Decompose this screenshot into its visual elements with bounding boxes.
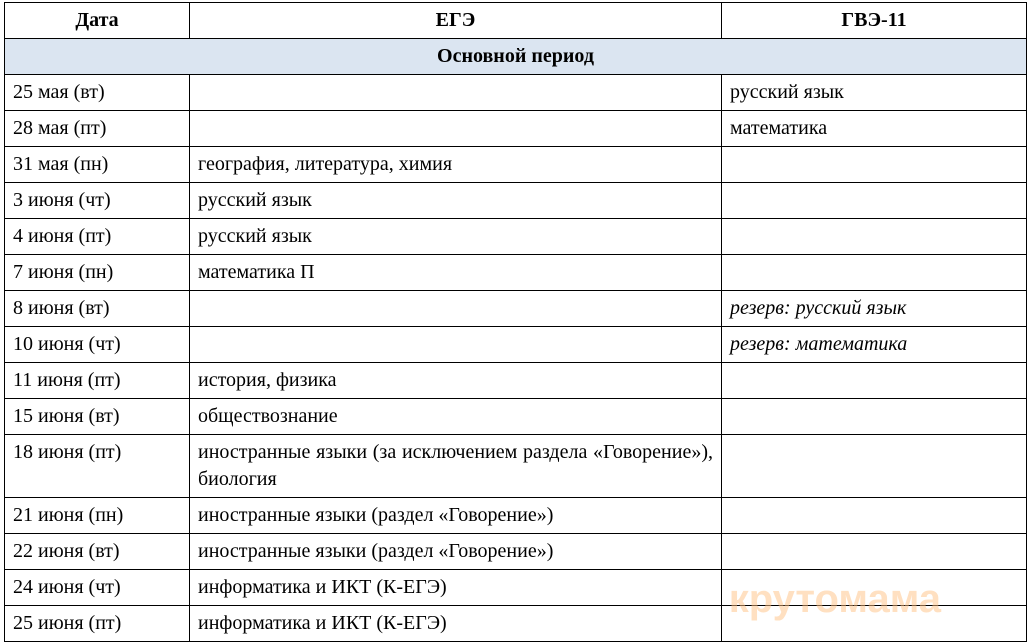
cell-gve: резерв: математика bbox=[722, 327, 1027, 363]
table-row: 24 июня (чт)информатика и ИКТ (К-ЕГЭ) bbox=[5, 570, 1027, 606]
cell-ege bbox=[190, 327, 722, 363]
cell-gve: русский язык bbox=[722, 75, 1027, 111]
cell-gve bbox=[722, 570, 1027, 606]
cell-date: 10 июня (чт) bbox=[5, 327, 190, 363]
exam-schedule-table: Дата ЕГЭ ГВЭ-11 Основной период 25 мая (… bbox=[4, 2, 1027, 642]
cell-date: 22 июня (вт) bbox=[5, 534, 190, 570]
table-row: 3 июня (чт)русский язык bbox=[5, 183, 1027, 219]
cell-date: 11 июня (пт) bbox=[5, 363, 190, 399]
cell-ege bbox=[190, 75, 722, 111]
cell-date: 7 июня (пн) bbox=[5, 255, 190, 291]
table-row: 22 июня (вт)иностранные языки (раздел «Г… bbox=[5, 534, 1027, 570]
table-row: 21 июня (пн)иностранные языки (раздел «Г… bbox=[5, 498, 1027, 534]
cell-gve bbox=[722, 435, 1027, 498]
cell-gve bbox=[722, 399, 1027, 435]
cell-ege: русский язык bbox=[190, 219, 722, 255]
header-gve: ГВЭ-11 bbox=[722, 3, 1027, 39]
table-row: 18 июня (пт)иностранные языки (за исключ… bbox=[5, 435, 1027, 498]
cell-ege: история, физика bbox=[190, 363, 722, 399]
cell-date: 31 мая (пн) bbox=[5, 147, 190, 183]
section-header-row: Основной период bbox=[5, 39, 1027, 75]
cell-date: 24 июня (чт) bbox=[5, 570, 190, 606]
cell-ege: география, литература, химия bbox=[190, 147, 722, 183]
cell-ege bbox=[190, 291, 722, 327]
table-row: 4 июня (пт)русский язык bbox=[5, 219, 1027, 255]
cell-gve bbox=[722, 498, 1027, 534]
table-row: 15 июня (вт)обществознание bbox=[5, 399, 1027, 435]
cell-date: 4 июня (пт) bbox=[5, 219, 190, 255]
cell-gve bbox=[722, 534, 1027, 570]
cell-ege: информатика и ИКТ (К-ЕГЭ) bbox=[190, 570, 722, 606]
cell-date: 3 июня (чт) bbox=[5, 183, 190, 219]
table-row: 31 мая (пн)география, литература, химия bbox=[5, 147, 1027, 183]
cell-gve bbox=[722, 219, 1027, 255]
header-date: Дата bbox=[5, 3, 190, 39]
cell-ege: обществознание bbox=[190, 399, 722, 435]
cell-date: 18 июня (пт) bbox=[5, 435, 190, 498]
cell-gve bbox=[722, 147, 1027, 183]
table-row: 25 мая (вт) русский язык bbox=[5, 75, 1027, 111]
table-row: 10 июня (чт) резерв: математика bbox=[5, 327, 1027, 363]
cell-ege bbox=[190, 111, 722, 147]
header-ege: ЕГЭ bbox=[190, 3, 722, 39]
cell-date: 8 июня (вт) bbox=[5, 291, 190, 327]
cell-gve: математика bbox=[722, 111, 1027, 147]
cell-gve: резерв: русский язык bbox=[722, 291, 1027, 327]
cell-ege: математика П bbox=[190, 255, 722, 291]
cell-ege: иностранные языки (раздел «Говорение») bbox=[190, 498, 722, 534]
table-row: 8 июня (вт) резерв: русский язык bbox=[5, 291, 1027, 327]
cell-date: 28 мая (пт) bbox=[5, 111, 190, 147]
table-body: 25 мая (вт)русский язык28 мая (пт)матема… bbox=[5, 75, 1027, 642]
table-row: 11 июня (пт)история, физика bbox=[5, 363, 1027, 399]
section-header: Основной период bbox=[5, 39, 1027, 75]
cell-gve bbox=[722, 255, 1027, 291]
table-row: 28 мая (пт) математика bbox=[5, 111, 1027, 147]
table-header-row: Дата ЕГЭ ГВЭ-11 bbox=[5, 3, 1027, 39]
cell-date: 25 мая (вт) bbox=[5, 75, 190, 111]
cell-ege: русский язык bbox=[190, 183, 722, 219]
table-row: 7 июня (пн)математика П bbox=[5, 255, 1027, 291]
cell-gve bbox=[722, 183, 1027, 219]
cell-ege: иностранные языки (за исключением раздел… bbox=[190, 435, 722, 498]
cell-date: 15 июня (вт) bbox=[5, 399, 190, 435]
cell-date: 21 июня (пн) bbox=[5, 498, 190, 534]
cell-gve bbox=[722, 363, 1027, 399]
cell-ege: иностранные языки (раздел «Говорение») bbox=[190, 534, 722, 570]
